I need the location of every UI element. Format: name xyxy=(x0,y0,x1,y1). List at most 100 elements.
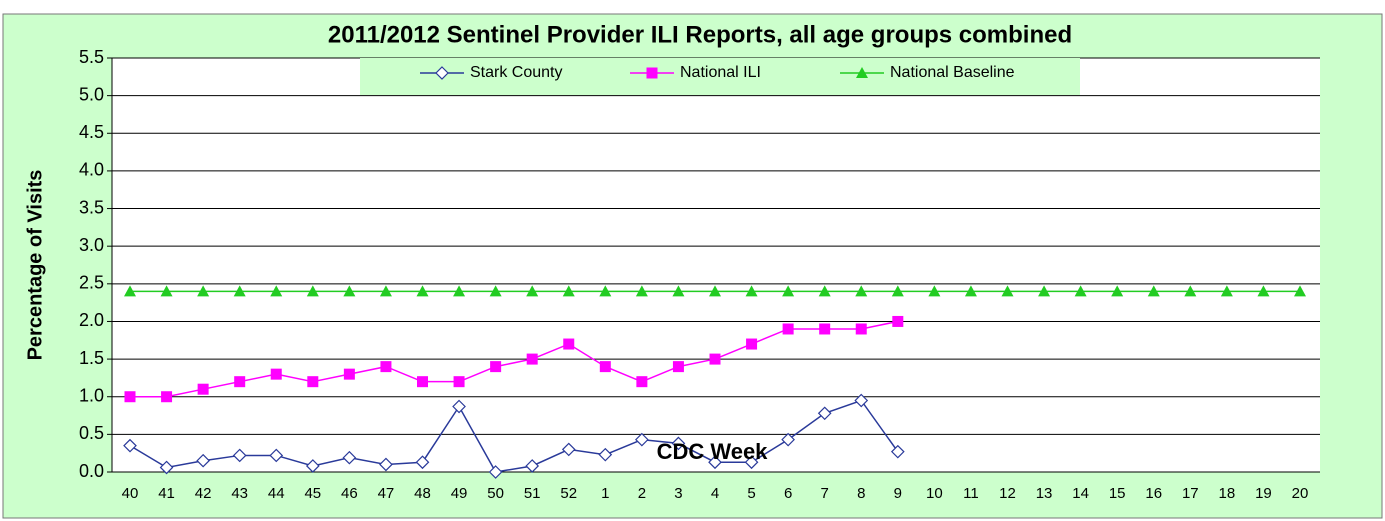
x-tick-label: 8 xyxy=(857,485,865,502)
x-tick-label: 40 xyxy=(122,485,139,502)
x-tick-label: 14 xyxy=(1072,485,1089,502)
x-tick-label: 20 xyxy=(1292,485,1309,502)
marker xyxy=(161,391,173,403)
marker xyxy=(635,432,649,447)
y-tick-label: 1.0 xyxy=(79,385,104,405)
y-tick-label: 2.0 xyxy=(79,310,104,330)
x-tick-label: 42 xyxy=(195,485,212,502)
y-tick-label: 4.5 xyxy=(79,122,104,142)
x-tick-label: 50 xyxy=(487,485,504,502)
marker xyxy=(671,436,686,451)
x-tick-label: 48 xyxy=(414,485,431,502)
marker xyxy=(964,285,977,297)
marker xyxy=(599,361,611,373)
marker xyxy=(1111,285,1124,297)
x-tick-label: 52 xyxy=(560,485,577,502)
marker xyxy=(854,393,869,408)
x-tick-label: 41 xyxy=(158,485,175,502)
x-tick-label: 10 xyxy=(926,485,943,502)
marker xyxy=(488,465,503,479)
x-tick-label: 13 xyxy=(1036,485,1053,502)
x-tick-label: 16 xyxy=(1145,485,1162,502)
marker xyxy=(891,285,904,297)
marker xyxy=(123,438,137,453)
x-tick-label: 51 xyxy=(524,485,541,502)
x-tick-label: 45 xyxy=(304,485,321,502)
marker xyxy=(343,285,356,297)
marker xyxy=(232,448,247,463)
marker xyxy=(781,432,795,447)
marker xyxy=(744,455,759,470)
x-tick-label: 43 xyxy=(231,485,248,502)
x-tick-label: 9 xyxy=(894,485,902,502)
marker xyxy=(746,338,758,350)
x-tick-label: 46 xyxy=(341,485,358,502)
marker xyxy=(1294,285,1306,297)
y-tick-label: 0.5 xyxy=(79,423,104,443)
y-tick-label: 1.5 xyxy=(79,348,104,368)
marker xyxy=(819,323,831,335)
y-tick-label: 0.0 xyxy=(79,461,104,481)
marker xyxy=(197,285,210,297)
marker xyxy=(196,453,210,468)
marker xyxy=(782,285,795,297)
marker xyxy=(307,376,319,388)
marker xyxy=(855,323,867,335)
marker xyxy=(453,376,465,388)
legend-marker xyxy=(646,67,658,79)
marker xyxy=(1074,285,1087,297)
marker xyxy=(1001,285,1014,297)
x-tick-label: 5 xyxy=(747,485,755,502)
marker xyxy=(672,361,684,373)
marker xyxy=(452,399,466,414)
marker xyxy=(1147,285,1160,297)
y-tick-label: 5.5 xyxy=(79,47,104,67)
x-tick-label: 49 xyxy=(451,485,468,502)
x-tick-label: 17 xyxy=(1182,485,1199,502)
x-tick-label: 12 xyxy=(999,485,1016,502)
marker xyxy=(490,361,502,373)
x-axis-label: CDC Week xyxy=(657,439,769,464)
marker xyxy=(379,285,392,297)
x-tick-label: 7 xyxy=(821,485,829,502)
legend-box xyxy=(360,58,1080,95)
marker xyxy=(599,285,612,297)
legend-label: Stark County xyxy=(470,64,562,81)
marker xyxy=(1220,285,1233,297)
marker xyxy=(1184,285,1197,297)
marker xyxy=(416,285,429,297)
marker xyxy=(343,368,355,380)
chart-title: 2011/2012 Sentinel Provider ILI Reports,… xyxy=(328,21,1072,48)
marker xyxy=(233,285,246,297)
legend-label: National Baseline xyxy=(890,64,1015,81)
x-tick-label: 3 xyxy=(674,485,682,502)
series-line xyxy=(130,320,898,398)
marker xyxy=(342,450,357,465)
marker xyxy=(561,442,576,457)
marker xyxy=(270,285,283,297)
marker xyxy=(782,323,794,335)
y-tick-label: 4.0 xyxy=(79,160,104,180)
marker xyxy=(525,459,540,473)
marker xyxy=(379,457,393,472)
x-tick-label: 2 xyxy=(638,485,646,502)
marker xyxy=(234,376,246,388)
marker xyxy=(598,447,613,462)
x-tick-label: 18 xyxy=(1219,485,1236,502)
legend-label: National ILI xyxy=(680,64,761,81)
marker xyxy=(305,459,320,473)
marker xyxy=(928,285,941,297)
marker xyxy=(818,285,831,297)
marker xyxy=(562,285,575,297)
marker xyxy=(745,285,758,297)
x-tick-label: 47 xyxy=(378,485,395,502)
y-tick-label: 2.5 xyxy=(79,273,104,293)
x-tick-label: 1 xyxy=(601,485,609,502)
marker xyxy=(380,361,392,373)
marker xyxy=(270,368,282,380)
marker xyxy=(453,285,466,297)
marker xyxy=(708,455,722,470)
marker xyxy=(892,315,904,327)
marker xyxy=(817,406,832,421)
